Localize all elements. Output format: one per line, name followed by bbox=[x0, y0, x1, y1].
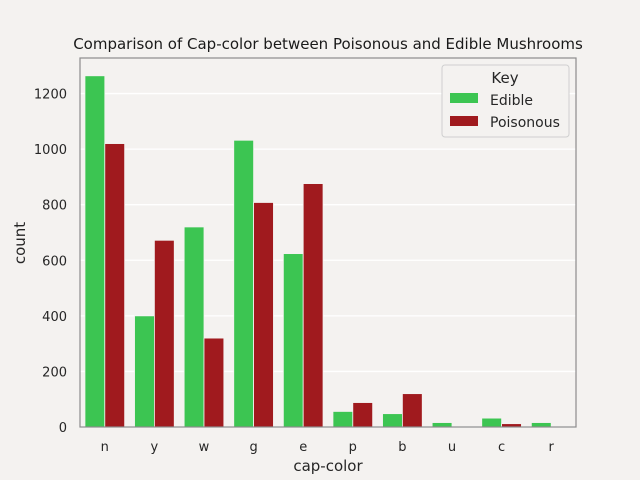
x-tick-label: r bbox=[549, 440, 555, 455]
bar-edible-b bbox=[382, 413, 403, 428]
y-tick-label: 400 bbox=[42, 310, 67, 325]
bar-poisonous-p bbox=[352, 402, 374, 428]
bar-edible-g bbox=[233, 139, 254, 428]
y-tick-label: 200 bbox=[42, 365, 67, 380]
y-tick-label: 0 bbox=[59, 421, 67, 436]
x-tick-label: u bbox=[448, 440, 456, 455]
bar-poisonous-e bbox=[302, 183, 324, 428]
x-tick-label: c bbox=[498, 440, 505, 455]
y-tick-label: 800 bbox=[42, 199, 67, 214]
x-tick-label: y bbox=[151, 440, 159, 455]
legend: Key Edible Poisonous bbox=[441, 64, 570, 138]
bar-edible-r bbox=[530, 422, 552, 428]
x-tick-label: p bbox=[349, 440, 357, 455]
bar-poisonous-g bbox=[253, 202, 274, 428]
y-tick-label: 1200 bbox=[34, 88, 67, 103]
bar-edible-w bbox=[183, 226, 205, 428]
y-tick-label: 1000 bbox=[34, 143, 67, 158]
bar-edible-u bbox=[431, 422, 453, 428]
x-tick-label: g bbox=[249, 440, 257, 455]
bar-edible-c bbox=[481, 417, 503, 428]
plot-frame bbox=[79, 57, 577, 428]
legend-label-edible: Edible bbox=[490, 93, 533, 109]
y-tick-label: 600 bbox=[42, 254, 67, 269]
chart-title: Comparison of Cap-color between Poisonou… bbox=[73, 35, 583, 53]
y-axis-label: count bbox=[11, 222, 29, 264]
legend-title: Key bbox=[491, 69, 518, 87]
bar-edible-e bbox=[282, 253, 304, 428]
bar-poisonous-n bbox=[104, 143, 126, 428]
x-axis-label: cap-color bbox=[293, 457, 363, 475]
legend-label-poisonous: Poisonous bbox=[490, 115, 560, 131]
bars bbox=[84, 75, 552, 428]
y-tick-labels: 0 200 400 600 800 1000 1200 bbox=[34, 88, 67, 436]
bar-edible-y bbox=[134, 315, 155, 428]
legend-swatch-edible bbox=[450, 93, 478, 103]
x-tick-label: n bbox=[101, 440, 109, 455]
bar-edible-p bbox=[332, 411, 354, 428]
x-tick-label: e bbox=[299, 440, 307, 455]
bar-poisonous-w bbox=[203, 337, 225, 428]
legend-swatch-poisonous bbox=[450, 116, 478, 126]
bar-poisonous-b bbox=[401, 393, 423, 428]
x-tick-label: b bbox=[398, 440, 406, 455]
x-tick-label: w bbox=[199, 440, 210, 455]
bar-edible-n bbox=[84, 75, 106, 428]
bar-poisonous-y bbox=[153, 239, 175, 428]
